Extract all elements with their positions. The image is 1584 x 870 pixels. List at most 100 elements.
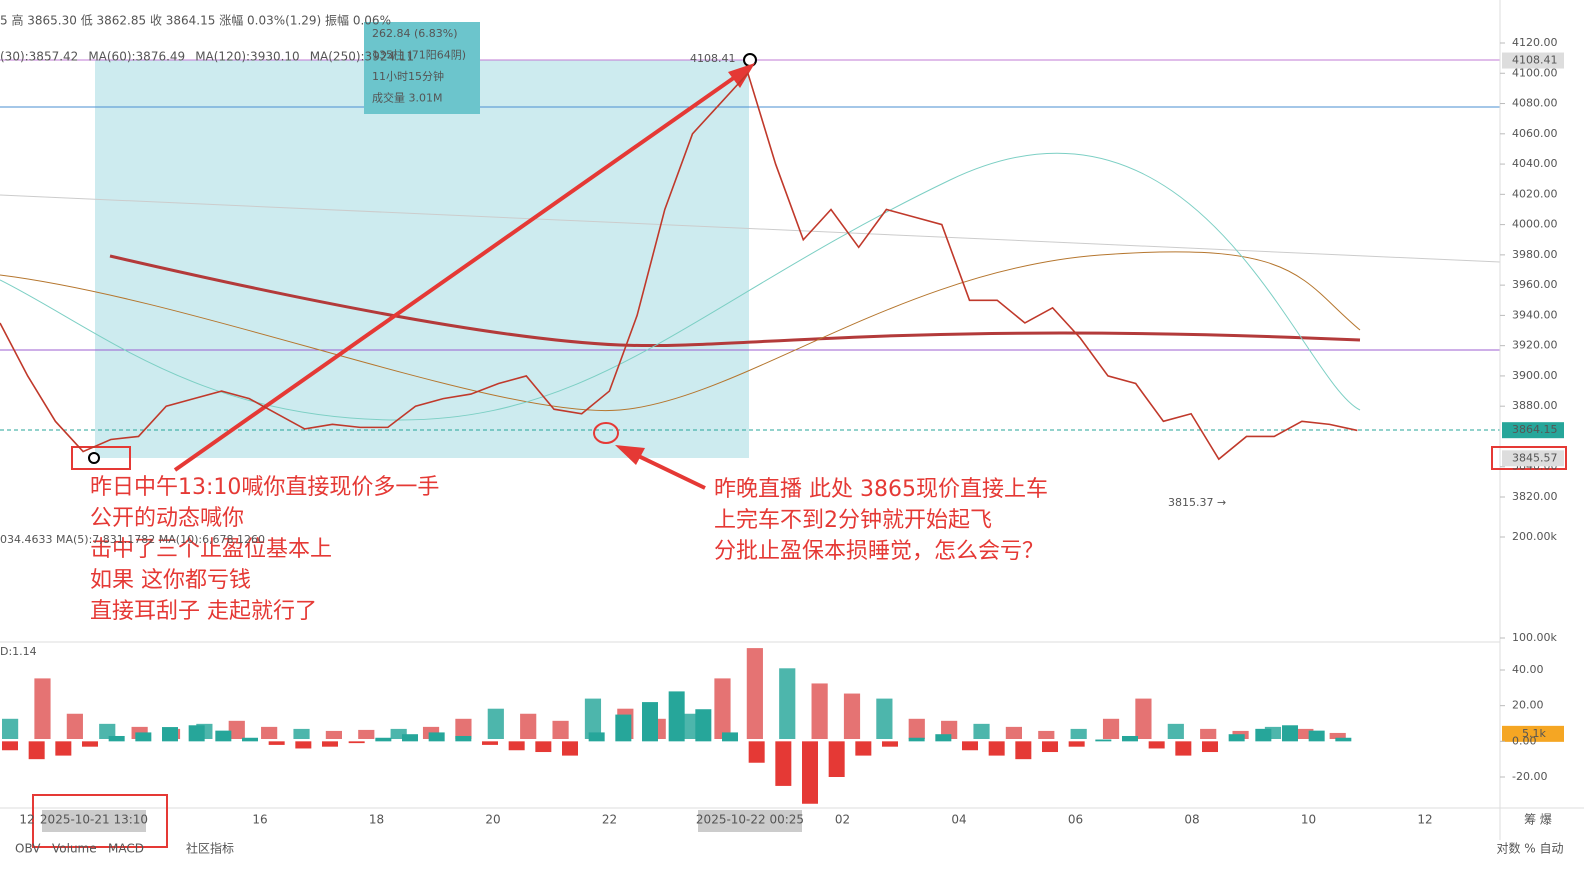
axis-icons: 筹 爆 bbox=[1524, 813, 1552, 827]
y-tick-label: 3820.00 bbox=[1512, 490, 1558, 503]
annotation: 直接耳刮子 走起就行了 bbox=[90, 599, 317, 624]
y-tick-label: 100.00k bbox=[1512, 631, 1557, 644]
price-tag bbox=[1502, 52, 1564, 69]
low-label: 3815.37 → bbox=[1168, 496, 1226, 509]
y-tick-label: 4060.00 bbox=[1512, 127, 1558, 140]
volume-bar bbox=[682, 713, 699, 739]
volume-bar bbox=[1297, 728, 1314, 739]
macd-bar bbox=[748, 741, 765, 763]
macd-bar bbox=[375, 737, 392, 742]
price-tag-label: 3845.57 bbox=[1512, 451, 1558, 464]
macd-bar bbox=[1228, 734, 1245, 742]
y-tick-label: 3960.00 bbox=[1512, 278, 1558, 291]
measure-text: 成交量 3.01M bbox=[372, 91, 442, 105]
macd-bar bbox=[428, 732, 445, 742]
y-tick-label: 4100.00 bbox=[1512, 66, 1558, 79]
macd-bar bbox=[82, 741, 98, 747]
high-label: 4108.41 bbox=[690, 52, 736, 65]
x-tick-label: 20 bbox=[485, 813, 500, 827]
x-tick-label: 08 bbox=[1184, 813, 1199, 827]
volume-bar bbox=[390, 728, 407, 739]
indicator-tab[interactable]: Volume bbox=[52, 842, 97, 856]
y-tick-label: 20.00 bbox=[1512, 699, 1544, 712]
volume-bar bbox=[1135, 698, 1152, 739]
volume-bar bbox=[261, 726, 278, 739]
macd-bar bbox=[215, 730, 232, 742]
macd-bar bbox=[162, 727, 178, 742]
cursor-box bbox=[698, 810, 802, 832]
highlight bbox=[71, 446, 131, 470]
volume-bar bbox=[99, 723, 116, 739]
annotation: 分批止盈保本损睡觉，怎么会亏？ bbox=[714, 539, 1044, 564]
axis-options: 对数 % 自动 bbox=[1496, 841, 1563, 856]
y-tick-label: -20.00 bbox=[1512, 770, 1547, 783]
volume-bar bbox=[358, 729, 375, 739]
volume-bar bbox=[455, 718, 472, 739]
measure-text: 262.84 (6.83%) bbox=[372, 27, 458, 40]
price-line bbox=[0, 71, 1358, 461]
x-tick-label: 16 bbox=[252, 813, 267, 827]
volume-bar bbox=[66, 713, 83, 739]
y-tick-label: 3900.00 bbox=[1512, 369, 1558, 382]
volume-bar bbox=[973, 723, 990, 739]
y-tick-label: 4020.00 bbox=[1512, 187, 1558, 200]
macd-bar bbox=[535, 741, 552, 753]
volume-bar bbox=[1038, 730, 1055, 739]
measure-box bbox=[364, 22, 480, 114]
macd-bar bbox=[1122, 735, 1138, 742]
y-tick-label: 3920.00 bbox=[1512, 339, 1558, 352]
macd-bar bbox=[882, 741, 898, 747]
indicator-tab[interactable]: OBV bbox=[15, 842, 41, 856]
y-tick-label: 3880.00 bbox=[1512, 399, 1558, 412]
cursor-label: 2025-10-22 00:25 bbox=[696, 813, 804, 827]
macd-bar bbox=[295, 741, 312, 749]
volume-bar bbox=[1167, 723, 1184, 739]
volume-bar bbox=[584, 698, 602, 739]
macd-bar bbox=[1148, 741, 1165, 749]
measure-text: 11小时15分钟 bbox=[372, 69, 444, 83]
annotation: 如果 这你都亏钱 bbox=[90, 568, 251, 593]
macd-bar bbox=[455, 735, 472, 742]
volume-bar bbox=[1102, 718, 1120, 739]
macd-bar bbox=[482, 741, 498, 745]
macd-bar bbox=[668, 691, 685, 742]
volume-bar bbox=[1200, 728, 1217, 739]
arrow bbox=[629, 450, 706, 490]
volume-bar bbox=[1329, 732, 1346, 739]
macd-bar bbox=[908, 737, 925, 742]
y-tick-label: 0.00 bbox=[1512, 734, 1537, 747]
macd-bar bbox=[588, 732, 605, 742]
y-tick-label: 4080.00 bbox=[1512, 97, 1558, 110]
x-tick-label: 04 bbox=[951, 813, 966, 827]
highlight bbox=[32, 794, 168, 848]
indicator-tab[interactable]: MACD bbox=[108, 842, 144, 856]
volume-bar bbox=[228, 720, 245, 739]
trend-line bbox=[0, 194, 1501, 263]
price-tag bbox=[1502, 422, 1564, 439]
volume-bar bbox=[908, 718, 925, 739]
arrow-head bbox=[728, 63, 755, 88]
macd-bar bbox=[855, 741, 872, 756]
price-tag bbox=[1502, 450, 1564, 467]
volume-bar bbox=[293, 728, 310, 739]
volume-bar bbox=[487, 708, 504, 739]
y-tick-label: 3980.00 bbox=[1512, 248, 1558, 261]
macd-bar bbox=[695, 709, 712, 742]
y-tick-label: 200.00k bbox=[1512, 530, 1557, 543]
annotation: 昨晚直播 此处 3865现价直接上车 bbox=[714, 477, 1048, 502]
macd-bar bbox=[722, 732, 738, 742]
measure-region bbox=[95, 60, 749, 458]
ma-label: MA(60):3876.49 bbox=[88, 50, 185, 64]
volume-bar bbox=[520, 713, 537, 739]
indicator-tab[interactable]: 社区指标 bbox=[186, 841, 234, 856]
ma-label: (30):3857.42 bbox=[0, 50, 78, 64]
price-tag-label: 4108.41 bbox=[1512, 54, 1558, 67]
annotation: 公开的动态喊你 bbox=[90, 506, 244, 531]
highlight bbox=[593, 422, 619, 444]
low-marker bbox=[88, 452, 100, 464]
macd-bar bbox=[188, 725, 205, 742]
ma120 bbox=[0, 251, 1361, 412]
macd-bar bbox=[402, 734, 418, 742]
macd-bar bbox=[802, 741, 818, 804]
volume-bar bbox=[746, 648, 763, 739]
